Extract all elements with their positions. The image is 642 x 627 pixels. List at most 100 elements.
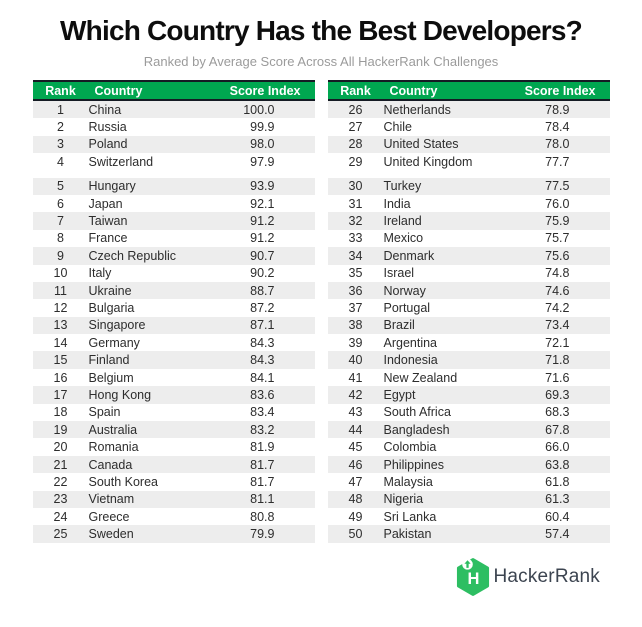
- rank-cell: 41: [348, 370, 363, 385]
- table-row: 42 Egypt 69.3: [327, 386, 610, 404]
- score-cell: 84.3: [250, 335, 275, 350]
- table-row: 13 Singapore 87.1: [32, 316, 315, 335]
- ranking-table-1-25: Rank Country Score Index 1 China 100.0 2 Rus…: [32, 80, 315, 543]
- score-cell: 77.5: [545, 179, 570, 194]
- score-cell: 91.2: [250, 231, 275, 246]
- rank-cell: 7: [57, 214, 64, 229]
- table-row: 3 Poland 98.0: [32, 135, 315, 154]
- table-row: 20 Romania 81.9: [33, 438, 315, 455]
- ranking-tables: Rank Country Score Index 1 China 100.0 2 Rus…: [0, 80, 642, 543]
- country-cell: Italy: [88, 266, 112, 281]
- country-cell: Mexico: [383, 231, 424, 246]
- score-cell: 84.3: [250, 353, 275, 368]
- score-cell: 71.8: [545, 353, 570, 368]
- score-cell: 87.1: [250, 318, 275, 333]
- rank-cell: 13: [53, 318, 68, 333]
- score-cell: 92.1: [250, 196, 275, 211]
- score-cell: 61.8: [545, 474, 570, 489]
- table-row: 47 Malaysia 61.8: [328, 473, 610, 490]
- rank-cell: 45: [348, 440, 363, 455]
- country-cell: Netherlands: [383, 102, 451, 117]
- rank-cell: 16: [53, 370, 68, 385]
- score-cell: 75.7: [545, 231, 570, 246]
- rank-cell: 14: [53, 335, 68, 350]
- table-row: 45 Colombia 66.0: [328, 438, 610, 455]
- score-cell: 90.2: [250, 266, 275, 281]
- svg-text:H: H: [468, 569, 480, 588]
- country-cell: Chile: [383, 120, 413, 135]
- score-cell: 83.4: [250, 405, 275, 420]
- rank-cell: 39: [348, 335, 363, 350]
- rank-cell: 17: [53, 387, 68, 402]
- table-row: 37 Portugal 74.2: [328, 299, 610, 316]
- table-row: 34 Denmark 75.6: [327, 247, 610, 265]
- table-row: 2 Russia 99.9: [33, 118, 315, 135]
- rank-cell: 37: [348, 300, 363, 315]
- table-row: 14 Germany 84.3: [33, 334, 315, 351]
- score-cell: 67.8: [545, 422, 570, 437]
- table-row: 1 China 100.0: [32, 101, 315, 119]
- table-row: 7 Taiwan 91.2: [32, 212, 315, 230]
- table-row: 6 Japan 92.1: [33, 195, 315, 212]
- rank-cell: 19: [53, 422, 68, 437]
- country-cell: Ukraine: [88, 283, 132, 298]
- score-cell: 84.1: [250, 370, 275, 385]
- rank-cell: 44: [348, 422, 363, 437]
- score-cell: 81.7: [250, 474, 275, 489]
- country-cell: Spain: [88, 405, 121, 420]
- country-cell: Singapore: [88, 318, 146, 333]
- score-cell: 66.0: [545, 440, 570, 455]
- table-row: 33 Mexico 75.7: [328, 230, 610, 247]
- score-cell: 71.6: [545, 370, 570, 385]
- table-row: 18 Spain 83.4: [33, 404, 315, 421]
- rank-cell: 49: [348, 509, 363, 524]
- rank-cell: 9: [57, 248, 64, 263]
- table-row: 31 India 76.0: [328, 195, 610, 212]
- score-cell: 81.9: [250, 440, 275, 455]
- rank-cell: 15: [53, 353, 68, 368]
- table-row: 8 France 91.2: [33, 230, 315, 247]
- rank-cell: 38: [348, 318, 363, 333]
- score-cell: 74.6: [545, 283, 570, 298]
- rank-cell: 3: [57, 137, 64, 152]
- country-cell: Bangladesh: [383, 422, 450, 437]
- table-row: 40 Indonesia 71.8: [327, 351, 610, 369]
- rank-cell: 4: [57, 154, 64, 169]
- score-cell: 90.7: [250, 248, 275, 263]
- rank-cell: 34: [348, 248, 363, 263]
- table-body: 26 Netherlands 78.9 27 Chile 78.4 28 United Sta…: [327, 101, 610, 543]
- country-cell: United Kingdom: [383, 154, 473, 169]
- rank-cell: 24: [53, 509, 68, 524]
- country-cell: Bulgaria: [88, 300, 135, 315]
- table-row: 23 Vietnam 81.1: [32, 490, 315, 508]
- score-cell: 100.0: [243, 102, 275, 117]
- rank-cell: 21: [53, 457, 68, 472]
- rank-cell: 31: [348, 196, 363, 211]
- table-header: Rank Country Score Index: [32, 80, 315, 101]
- country-cell: Nigeria: [383, 492, 424, 507]
- rank-cell: 40: [348, 353, 363, 368]
- table-row: 27 Chile 78.4: [328, 118, 610, 135]
- country-cell: Philippines: [383, 457, 444, 472]
- rank-cell: 8: [57, 231, 64, 246]
- rank-cell: 11: [54, 283, 67, 298]
- country-cell: China: [88, 102, 122, 117]
- table-row: 30 Turkey 77.5: [327, 177, 610, 195]
- table-row: 17 Hong Kong 83.6: [32, 386, 315, 404]
- rank-cell: 35: [348, 266, 363, 281]
- country-column-header: Country: [389, 83, 438, 98]
- score-cell: 78.0: [545, 137, 570, 152]
- table-row: 25 Sweden 79.9: [32, 525, 315, 543]
- table-row: 39 Argentina 72.1: [328, 334, 610, 351]
- table-row: 24 Greece 80.8: [33, 508, 315, 525]
- table-row: 11 Ukraine 88.7: [32, 281, 315, 300]
- brand-name: HackerRank: [493, 565, 600, 587]
- rank-cell: 2: [57, 120, 64, 135]
- table-row: 12 Bulgaria 87.2: [33, 299, 315, 316]
- score-cell: 74.8: [545, 266, 570, 281]
- rank-cell: 30: [348, 179, 363, 194]
- table-row: 26 Netherlands 78.9: [327, 101, 610, 119]
- score-cell: 83.6: [250, 387, 275, 402]
- table-row: 38 Brazil 73.4: [327, 316, 610, 335]
- rank-column-header: Rank: [340, 83, 371, 98]
